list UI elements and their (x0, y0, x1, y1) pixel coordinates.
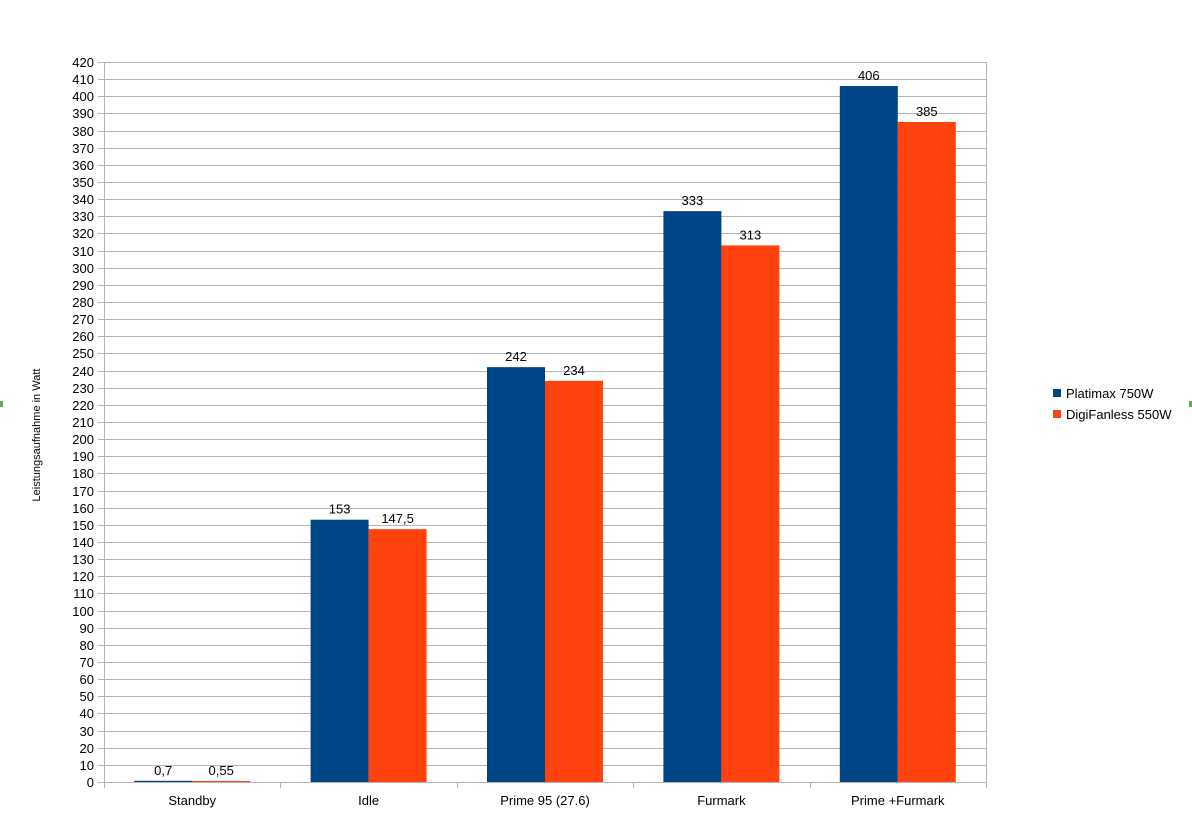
bar (721, 245, 780, 782)
y-tick-label: 310 (72, 244, 94, 259)
y-tick-label: 160 (72, 501, 94, 516)
y-tick-label: 320 (72, 226, 94, 241)
y-tick-label: 250 (72, 346, 94, 361)
y-tick-label: 150 (72, 518, 94, 533)
y-tick-label: 340 (72, 192, 94, 207)
y-tick-label: 130 (72, 552, 94, 567)
y-tick-label: 410 (72, 72, 94, 87)
y-tick-label: 170 (72, 484, 94, 499)
x-category-label: Standby (168, 793, 216, 808)
y-tick-label: 420 (72, 55, 94, 70)
data-label: 242 (505, 349, 527, 364)
data-label: 406 (858, 68, 880, 83)
y-tick-label: 350 (72, 175, 94, 190)
data-label: 147,5 (381, 511, 414, 526)
right-edge-marker (1189, 401, 1192, 407)
y-tick-label: 300 (72, 261, 94, 276)
y-tick-label: 230 (72, 381, 94, 396)
y-tick-label: 30 (80, 724, 94, 739)
y-axis-ticks: 0 10 20 30 40 50 60 70 80 90 100 110 120 130 140 150 160… (72, 55, 104, 790)
left-edge-marker (0, 401, 3, 407)
y-tick-label: 100 (72, 604, 94, 619)
y-tick-label: 200 (72, 432, 94, 447)
y-tick-label: 50 (80, 689, 94, 704)
data-label: 234 (563, 363, 585, 378)
y-tick-label: 180 (72, 466, 94, 481)
data-label: 385 (916, 104, 938, 119)
data-labels: 0,7 0,55 153 147,5 242 234 333 313 406 385 (154, 68, 937, 778)
y-tick-label: 370 (72, 141, 94, 156)
bar (368, 529, 427, 782)
bar (897, 122, 956, 782)
legend-label: Platimax 750W (1066, 386, 1154, 401)
legend: Platimax 750W DigiFanless 550W (1053, 386, 1172, 422)
y-tick-label: 190 (72, 449, 94, 464)
data-label: 0,7 (154, 763, 172, 778)
y-tick-label: 80 (80, 638, 94, 653)
x-category-label: Prime 95 (27.6) (500, 793, 590, 808)
y-tick-label: 20 (80, 741, 94, 756)
y-tick-label: 60 (80, 672, 94, 687)
data-label: 333 (682, 193, 704, 208)
y-tick-label: 120 (72, 569, 94, 584)
bar (192, 781, 251, 782)
y-tick-label: 400 (72, 89, 94, 104)
x-category-label: Prime +Furmark (851, 793, 945, 808)
y-tick-label: 270 (72, 312, 94, 327)
y-tick-label: 110 (73, 586, 94, 601)
y-tick-label: 290 (72, 278, 94, 293)
y-tick-label: 380 (72, 124, 94, 139)
x-category-label: Furmark (697, 793, 746, 808)
bars (134, 86, 956, 783)
y-axis-title: Leistungsaufnahme in Watt (31, 369, 43, 502)
y-tick-label: 70 (80, 655, 94, 670)
y-tick-label: 0 (87, 775, 94, 790)
bar (310, 519, 369, 782)
data-label: 0,55 (209, 763, 234, 778)
bar (663, 211, 722, 783)
axes (104, 62, 987, 788)
y-tick-label: 390 (72, 106, 94, 121)
data-label: 153 (329, 502, 351, 517)
y-tick-label: 330 (72, 209, 94, 224)
bar (487, 367, 545, 782)
data-label: 313 (740, 227, 762, 242)
x-axis-categories: Standby Idle Prime 95 (27.6) Furmark Prime +… (168, 793, 945, 808)
y-tick-label: 90 (80, 621, 94, 636)
bar (839, 86, 898, 782)
y-tick-label: 40 (80, 706, 94, 721)
bar (134, 780, 193, 782)
x-category-label: Idle (358, 793, 379, 808)
y-tick-label: 10 (80, 758, 94, 773)
legend-swatch (1053, 389, 1061, 397)
y-tick-label: 140 (72, 535, 94, 550)
y-tick-label: 280 (72, 295, 94, 310)
legend-label: DigiFanless 550W (1066, 407, 1172, 422)
legend-swatch (1053, 410, 1061, 418)
y-tick-label: 360 (72, 158, 94, 173)
y-tick-label: 210 (72, 415, 94, 430)
y-tick-label: 240 (72, 364, 94, 379)
bar (545, 380, 603, 782)
y-tick-label: 260 (72, 329, 94, 344)
y-tick-label: 220 (72, 398, 94, 413)
